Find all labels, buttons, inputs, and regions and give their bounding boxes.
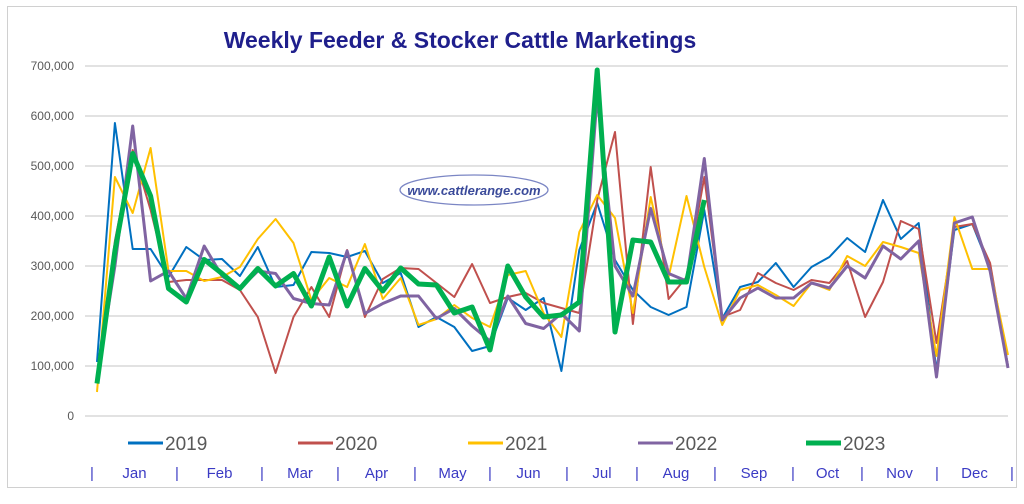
chart-frame bbox=[7, 6, 1017, 488]
y-tick-label: 600,000 bbox=[31, 109, 75, 123]
month-separator: | bbox=[175, 465, 179, 482]
y-tick-label: 200,000 bbox=[31, 309, 75, 323]
month-separator: | bbox=[635, 465, 639, 482]
month-separator: | bbox=[713, 465, 717, 482]
legend-label-2020: 2020 bbox=[335, 434, 377, 455]
watermark-text: www.cattlerange.com bbox=[407, 183, 541, 198]
y-tick-label: 100,000 bbox=[31, 359, 75, 373]
gridlines bbox=[85, 65, 1008, 417]
month-separator: | bbox=[791, 465, 795, 482]
legend: 2019 2020 2021 2022 2023 bbox=[128, 434, 885, 455]
month-separator: | bbox=[860, 465, 864, 482]
month-separator: | bbox=[413, 465, 417, 482]
y-tick-label: 300,000 bbox=[31, 259, 75, 273]
watermark-logo: www.cattlerange.com bbox=[399, 174, 549, 206]
series-lines bbox=[94, 67, 1010, 393]
month-label: Jun bbox=[516, 465, 540, 482]
chart-title: Weekly Feeder & Stocker Cattle Marketing… bbox=[224, 27, 697, 53]
month-label: Dec bbox=[961, 465, 988, 482]
month-separator: | bbox=[565, 465, 569, 482]
month-separator: | bbox=[935, 465, 939, 482]
month-separator: | bbox=[260, 465, 264, 482]
watermark-ellipse bbox=[399, 174, 549, 206]
legend-label-2023: 2023 bbox=[843, 434, 885, 455]
month-label: Jan bbox=[122, 465, 146, 482]
y-tick-label: 0 bbox=[67, 409, 74, 423]
series-line-2019 bbox=[96, 122, 1009, 372]
month-label: Oct bbox=[816, 465, 840, 482]
series-line-2023 bbox=[94, 67, 707, 384]
x-axis-months: | | | | | | | | | | | | | Jan Feb Mar Apr May Jun Jul Aug Sep… bbox=[90, 465, 1014, 482]
month-separator: | bbox=[336, 465, 340, 482]
month-label: Apr bbox=[365, 465, 388, 482]
y-axis-ticks: 0 100,000 200,000 300,000 400,000 500,000 600,… bbox=[31, 59, 75, 423]
legend-label-2021: 2021 bbox=[505, 434, 547, 455]
month-label: May bbox=[438, 465, 467, 482]
month-separator: | bbox=[488, 465, 492, 482]
legend-label-2022: 2022 bbox=[675, 434, 717, 455]
month-label: Nov bbox=[886, 465, 913, 482]
y-tick-label: 500,000 bbox=[31, 159, 75, 173]
month-label: Sep bbox=[741, 465, 768, 482]
month-label: Aug bbox=[663, 465, 690, 482]
y-tick-label: 700,000 bbox=[31, 59, 75, 73]
legend-label-2019: 2019 bbox=[165, 434, 207, 455]
series-line-2021 bbox=[96, 147, 1009, 393]
month-label: Feb bbox=[207, 465, 233, 482]
month-separator: | bbox=[90, 465, 94, 482]
month-separator: | bbox=[1010, 465, 1014, 482]
series-line-2020 bbox=[96, 131, 1009, 379]
month-label: Jul bbox=[592, 465, 611, 482]
month-label: Mar bbox=[287, 465, 313, 482]
y-tick-label: 400,000 bbox=[31, 209, 75, 223]
